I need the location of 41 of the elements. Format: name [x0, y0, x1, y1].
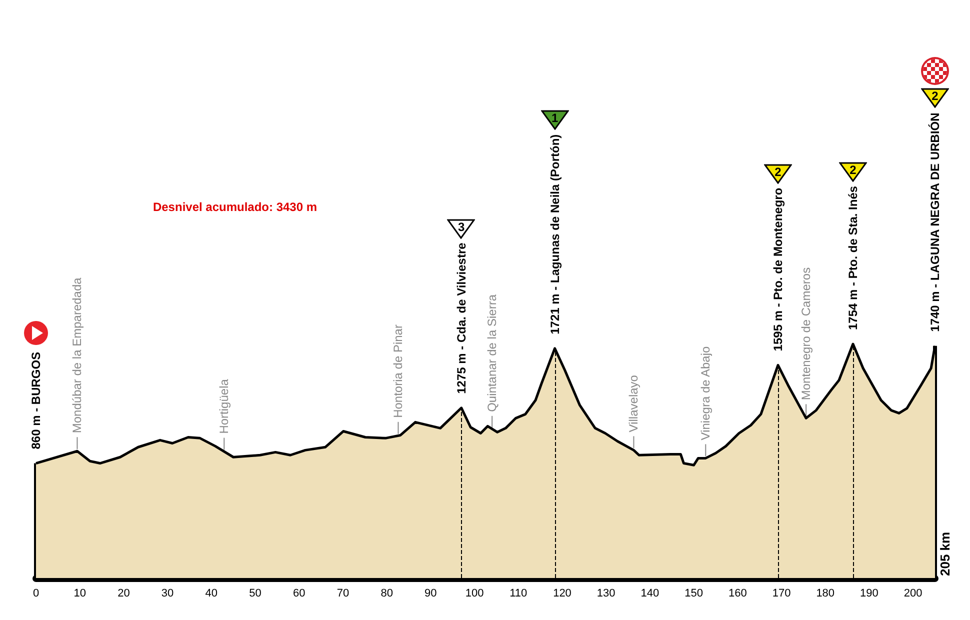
- x-tick-label: 90: [424, 588, 437, 600]
- text: 3: [457, 220, 466, 234]
- annotation: Mondúbar de la Emparedada: [70, 277, 84, 434]
- data-label: 1721 m - Lagunas de Neila (Portón): [548, 134, 562, 334]
- text: 1: [550, 111, 560, 126]
- annotation: Montenegro de Cameros: [799, 267, 814, 400]
- text: 205 km: [938, 532, 952, 576]
- text: 2: [774, 164, 782, 179]
- annotation: Viniegra de Abajo: [698, 346, 713, 440]
- x-tick-label: 100: [465, 588, 484, 600]
- data-label: 860 m - BURGOS: [29, 352, 43, 450]
- text: 2: [848, 162, 858, 177]
- x-tick-label: 20: [118, 588, 130, 600]
- data-label: 1740 m - LAGUNA NEGRA DE URBIÓN: [928, 112, 942, 332]
- annotation: Quintanar de la Sierra: [485, 294, 500, 412]
- x-tick-label: 130: [596, 588, 616, 600]
- x-tick-label: 160: [728, 588, 747, 600]
- annotation: Hortigüela: [217, 378, 232, 434]
- x-tick-label: 180: [816, 588, 835, 600]
- x-tick-label: 30: [161, 588, 174, 600]
- x-tick-label: 50: [249, 588, 262, 600]
- x-tick-label: 40: [205, 588, 218, 600]
- x-tick-label: 80: [380, 588, 393, 600]
- x-tick-label: 60: [292, 588, 306, 600]
- x-tick-label: 110: [510, 588, 528, 600]
- annotation: Hontoria de Pinar: [391, 324, 406, 418]
- x-tick-label: 170: [772, 588, 791, 600]
- x-tick-label: 150: [684, 588, 703, 600]
- text: 2: [930, 88, 940, 103]
- x-tick-label: 200: [904, 588, 922, 600]
- x-tick-label: 10: [74, 588, 86, 600]
- data-label: 1754 m - Pto. de Sta. Inés: [846, 186, 860, 330]
- x-tick-label: 190: [860, 588, 878, 600]
- text: Desnivel acumulado: 3430 m: [152, 200, 318, 214]
- x-tick-label: 120: [553, 588, 572, 600]
- data-label: 1275 m - Cda. de Vilviestre: [454, 242, 468, 394]
- x-tick-label: 0: [32, 588, 40, 600]
- annotation: Villavelayo: [626, 374, 641, 432]
- x-tick-label: 70: [336, 588, 350, 600]
- x-tick-label: 140: [640, 588, 660, 600]
- data-label: 1595 m - Pto. de Montenegro: [771, 188, 786, 352]
